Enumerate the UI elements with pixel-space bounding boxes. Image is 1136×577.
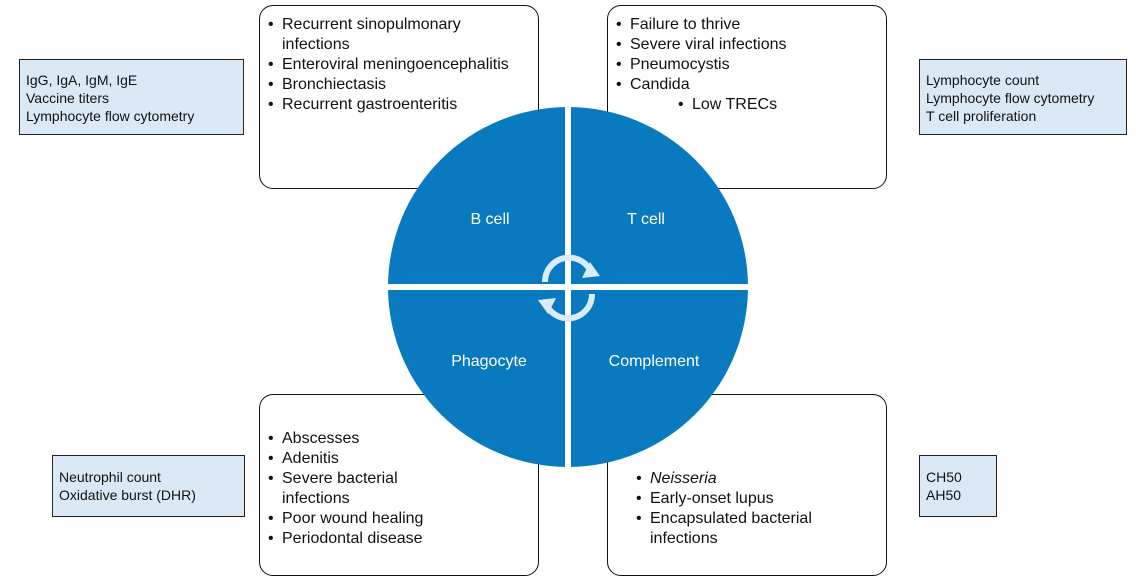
test-item: Lymphocyte flow cytometry bbox=[926, 90, 1095, 106]
test-item: T cell proliferation bbox=[926, 108, 1037, 124]
b-cell-symptom-list: Recurrent sinopulmonary infections Enter… bbox=[260, 6, 526, 115]
complement-quadrant bbox=[568, 287, 748, 467]
wheel-quadrants bbox=[380, 100, 756, 474]
list-item: Candida bbox=[616, 75, 878, 95]
list-item: Periodontal disease bbox=[268, 529, 458, 549]
test-item: Lymphocyte count bbox=[926, 72, 1040, 88]
complement-symptom-list: Neisseria Early-onset lupus Encapsulated… bbox=[608, 395, 844, 549]
test-item: AH50 bbox=[926, 487, 962, 503]
phagocyte-label: Phagocyte bbox=[451, 353, 527, 370]
complement-tests-box: CH50 AH50 bbox=[919, 455, 997, 517]
t-cell-symptom-list: Failure to thrive Severe viral infection… bbox=[608, 6, 886, 115]
test-item: Neutrophil count bbox=[59, 469, 161, 485]
b-cell-label: B cell bbox=[470, 211, 509, 228]
phagocyte-quadrant bbox=[388, 287, 568, 467]
b-cell-symptoms-box: Recurrent sinopulmonary infections Enter… bbox=[259, 5, 539, 189]
test-item: Vaccine titers bbox=[26, 90, 109, 106]
list-item: Pneumocystis bbox=[616, 55, 878, 75]
phagocyte-tests-box: Neutrophil count Oxidative burst (DHR) bbox=[52, 455, 245, 517]
list-item: Poor wound healing bbox=[268, 509, 458, 529]
list-item: Severe bacterial infections bbox=[268, 469, 458, 509]
list-item: Enteroviral meningoencephalitis bbox=[268, 55, 518, 75]
test-item: IgG, IgA, IgM, IgE bbox=[26, 72, 138, 88]
t-cell-label: T cell bbox=[627, 211, 665, 228]
list-item: Recurrent gastroenteritis bbox=[268, 95, 518, 115]
list-item: Neisseria bbox=[636, 469, 836, 489]
list-item: Bronchiectasis bbox=[268, 75, 518, 95]
complement-label: Complement bbox=[609, 353, 700, 370]
list-item: Severe viral infections bbox=[616, 35, 878, 55]
list-item: Low TRECs bbox=[678, 95, 878, 115]
test-item: Oxidative burst (DHR) bbox=[59, 487, 196, 503]
list-item: Early-onset lupus bbox=[636, 489, 836, 509]
b-cell-tests-box: IgG, IgA, IgM, IgE Vaccine titers Lympho… bbox=[19, 59, 244, 135]
list-item: Failure to thrive bbox=[616, 15, 878, 35]
b-cell-quadrant bbox=[388, 107, 568, 287]
test-item: Lymphocyte flow cytometry bbox=[26, 108, 195, 124]
phagocyte-symptom-list: Abscesses Adenitis Severe bacterial infe… bbox=[260, 395, 466, 549]
t-cell-tests-box: Lymphocyte count Lymphocyte flow cytomet… bbox=[919, 59, 1127, 135]
list-item: Abscesses bbox=[268, 429, 458, 449]
list-item: Encapsulated bacterial infections bbox=[636, 509, 836, 549]
test-item: CH50 bbox=[926, 469, 962, 485]
list-item: Recurrent sinopulmonary infections bbox=[268, 15, 518, 55]
t-cell-quadrant bbox=[568, 107, 748, 287]
list-item: Adenitis bbox=[268, 449, 458, 469]
circular-arrows-icon bbox=[538, 254, 600, 322]
